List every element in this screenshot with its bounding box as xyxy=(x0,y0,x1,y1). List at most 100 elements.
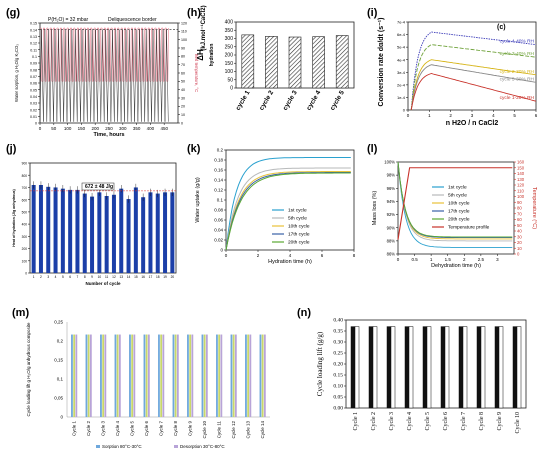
bar-Cycle-11-1 xyxy=(218,334,221,417)
x-category-label: Cycle 10 xyxy=(202,421,207,439)
panel-g-legend-pressure: P(H₂O) = 32 mbar xyxy=(48,17,88,23)
y-right-tick-label: 10 xyxy=(181,113,185,117)
x-tick-label: 2 xyxy=(463,257,466,262)
y-right-tick-label: 50 xyxy=(517,223,522,228)
x-tick-label: 0 xyxy=(225,253,228,258)
y-tick-label: 90% xyxy=(387,225,396,230)
y-tick-label: 0.14 xyxy=(30,28,37,32)
x-category-label: Cycle 7 xyxy=(158,421,163,437)
bar-cycle-10 xyxy=(97,192,102,273)
bar-Cycle-4-0 xyxy=(114,334,117,417)
bar-cycle-3 xyxy=(288,36,302,89)
x-tick-label: 8 xyxy=(353,253,356,258)
y-tick-label: 2e-4 xyxy=(397,82,406,87)
y-tick-label: 0 xyxy=(230,86,233,92)
bar-cycle-3 xyxy=(46,186,51,273)
x-category-label: 6 xyxy=(69,275,71,279)
bar-cycle-18 xyxy=(155,193,160,273)
y-right-tick-label: 60 xyxy=(181,71,185,75)
x-category-label: Cycle 8 xyxy=(173,421,178,437)
bar-cycle-12 xyxy=(111,194,116,273)
bar-Cycle-8-1 xyxy=(174,334,177,417)
bar-Cycle-14-1 xyxy=(261,334,264,417)
y-tick-label: 0.12 xyxy=(214,188,223,193)
bar-Cycle-8-2 xyxy=(176,334,179,417)
y-tick-label: 0.08 xyxy=(214,208,223,213)
panel-letter-g: (g) xyxy=(6,7,20,19)
legend-label: 1st cycle xyxy=(288,208,307,214)
series-line-10th-cycle xyxy=(225,171,351,251)
x-category-label: 11 xyxy=(105,275,109,279)
bar-Cycle-11-2 xyxy=(220,334,223,417)
bar-Cycle-9-2 xyxy=(191,334,194,417)
y-tick-label: 0.20 xyxy=(333,362,343,368)
y-right-tick-label: 80 xyxy=(517,206,522,211)
panel-i-inset-label: (c) xyxy=(497,24,506,31)
y-axis-label: Heat of hydration (J/g anhydrous) xyxy=(12,188,16,246)
x-category-label: 3 xyxy=(47,275,49,279)
y-tick-label: 0 xyxy=(35,122,37,126)
temperature-series-line xyxy=(40,27,169,82)
bar-cycle-7 xyxy=(75,189,80,273)
y-axis-label-main: ΔH xyxy=(196,49,205,61)
x-category-label: 2 xyxy=(40,275,42,279)
x-category-label: 9 xyxy=(91,275,93,279)
bar-Cycle-5-0 xyxy=(129,334,131,417)
y-tick-label: 0.05 xyxy=(333,395,343,401)
x-tick-label: 250 xyxy=(105,126,113,131)
bar-cycle-6 xyxy=(68,189,73,273)
x-tick-label: 5 xyxy=(513,113,516,118)
y-tick-label: 96% xyxy=(387,186,396,191)
x-category-label: cycle 3 xyxy=(282,89,299,112)
y-tick-label: 0.1 xyxy=(217,198,224,203)
x-category-label: Cycle 13 xyxy=(245,421,250,439)
y-right-tick-label: 50 xyxy=(181,80,185,84)
y-tick-label: 0 xyxy=(25,272,27,276)
bar-Cycle-5-0 xyxy=(422,326,428,409)
bar-cycle-14 xyxy=(126,199,131,273)
y-right-tick-label: 110 xyxy=(181,30,187,34)
bar-Cycle-7-0 xyxy=(458,326,464,409)
panel-letter-i: (i) xyxy=(367,7,378,19)
bar-Cycle-2-0 xyxy=(85,334,88,417)
bar-Cycle-1-1 xyxy=(354,326,360,409)
bar-cycle-1 xyxy=(241,34,255,89)
bar-Cycle-10-1 xyxy=(516,326,522,409)
bar-Cycle-6-0 xyxy=(440,326,446,409)
x-category-label: Cycle 9 xyxy=(497,412,503,431)
y-tick-label: 1e-4 xyxy=(397,95,406,100)
bar-Cycle-5-1 xyxy=(426,326,432,409)
y-tick-label: 0.04 xyxy=(30,95,37,99)
x-category-label: 19 xyxy=(163,275,167,279)
mean-box xyxy=(81,182,115,191)
bar-Cycle-2-1 xyxy=(87,334,90,417)
bar-cycle-2 xyxy=(265,36,278,89)
y-right-tick-label: 10 xyxy=(517,246,522,251)
y-tick-label: 0.06 xyxy=(30,82,37,86)
x-tick-label: 0 xyxy=(407,113,410,118)
bar-Cycle-13-0 xyxy=(245,334,247,417)
series-line-20th-cycle xyxy=(225,172,351,251)
y-axis-unit: (kJ.mol⁻¹CaCl2) xyxy=(200,5,207,50)
y-tick-label: 3e-4 xyxy=(397,70,406,75)
bar-cycle-13 xyxy=(119,188,124,273)
y-right-tick-label: 60 xyxy=(517,217,522,222)
bar-Cycle-6-2 xyxy=(147,334,150,417)
panel-letter-l: (l) xyxy=(367,143,378,155)
legend-swatch xyxy=(174,445,178,448)
series-line-cycle5-30RH xyxy=(410,64,537,111)
legend-label: Desorption 30°C-80°C xyxy=(180,444,225,449)
series-line-17th-cycle xyxy=(225,172,351,251)
x-category-label: Cycle 12 xyxy=(231,421,236,439)
x-category-label: Cycle 6 xyxy=(144,421,149,437)
panel-g-water-sorption-chart: 0 0.01 0.02 0.03 0.04 0.05 0.06 0.07 0.08 0.09 0.1… xyxy=(14,21,199,138)
panel-i-conversion-rate-chart: 0 1e-4 2e-4 3e-4 4e-4 5e-4 6e-4 7e-4 0 1 2 3 4 5 6 cycl… xyxy=(378,18,538,127)
bar-cycle-2 xyxy=(38,185,43,273)
x-category-label: 13 xyxy=(119,275,123,279)
bar-cycle-8 xyxy=(82,193,87,273)
bar-Cycle-9-0 xyxy=(494,326,500,409)
x-category-label: Cycle 1 xyxy=(353,412,359,431)
x-category-label: Cycle 5 xyxy=(129,421,134,437)
plot-frame xyxy=(29,162,177,274)
bar-Cycle-9-1 xyxy=(498,326,504,409)
